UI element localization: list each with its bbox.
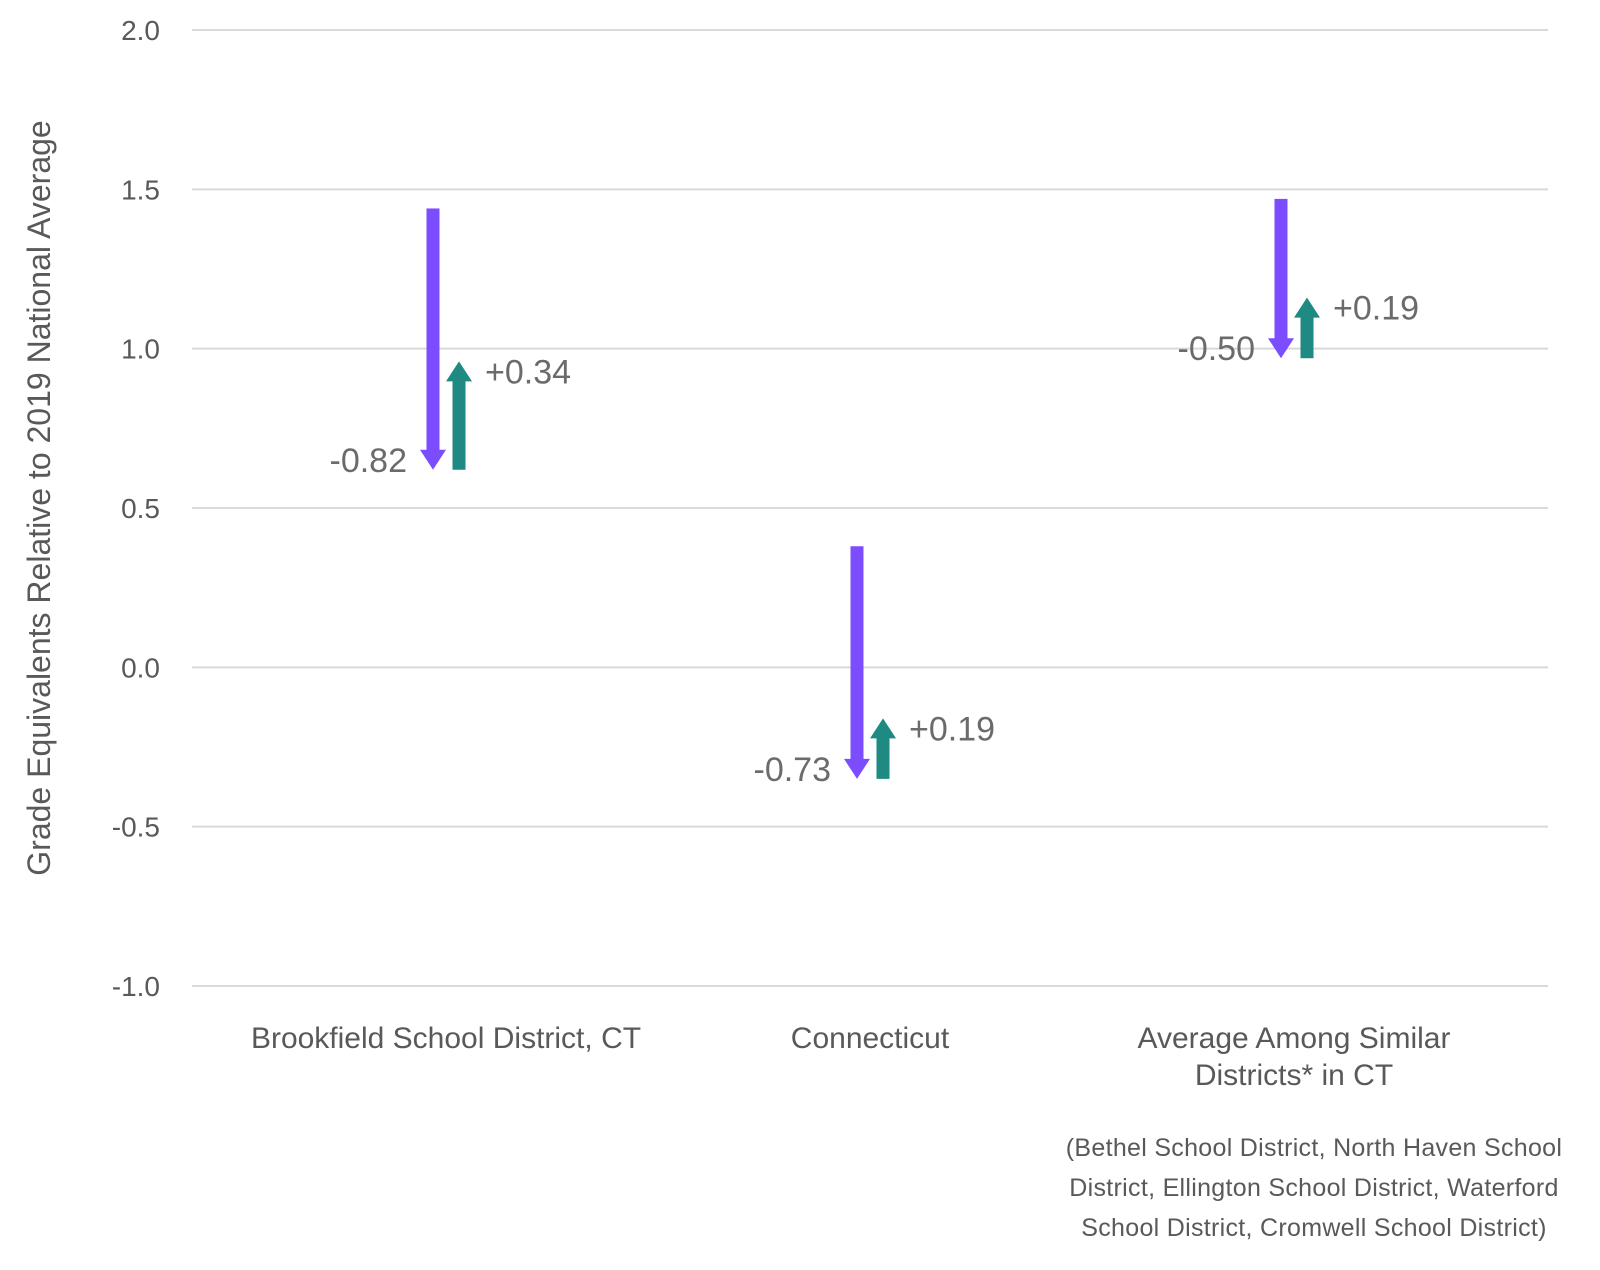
- arrow-shaft: [1274, 198, 1288, 340]
- arrow-head: [1294, 297, 1320, 318]
- y-tick-label: 0.0: [121, 652, 160, 683]
- y-tick-label: 0.5: [121, 493, 160, 524]
- y-tick-label: -1.0: [112, 971, 160, 1002]
- decline-arrow: -0.50: [1178, 198, 1294, 368]
- arrow-shaft: [850, 546, 864, 760]
- arrow-head: [870, 718, 896, 739]
- data-label: +0.19: [1333, 290, 1419, 328]
- arrow-shaft: [452, 380, 466, 470]
- decline-arrow: -0.82: [330, 208, 446, 480]
- footnote: (Bethel School District, North Haven Sch…: [1065, 1134, 1563, 1242]
- data-label: -0.73: [754, 751, 832, 789]
- arrow-shaft: [876, 737, 890, 779]
- gridlines: [192, 29, 1548, 987]
- y-axis-label: Grade Equivalents Relative to 2019 Natio…: [21, 120, 57, 875]
- decline-arrow: -0.73: [754, 546, 870, 789]
- recovery-arrow: +0.19: [1294, 290, 1419, 359]
- category-label: Brookfield School District, CT: [251, 1022, 641, 1055]
- data-label: +0.19: [909, 710, 995, 748]
- arrow-shaft: [426, 208, 440, 451]
- y-tick-label: -0.5: [112, 812, 160, 843]
- arrow-head: [1268, 338, 1294, 359]
- category-label: Average Among Similar Districts* in CT: [1138, 1022, 1451, 1092]
- x-axis-categories: Brookfield School District, CT Connecticu…: [251, 1022, 1451, 1092]
- y-tick-label: 1.5: [121, 174, 160, 205]
- y-tick-label: 2.0: [121, 15, 160, 46]
- category-label: Connecticut: [791, 1022, 950, 1055]
- arrow-head: [420, 449, 446, 470]
- y-axis-ticks: 2.0 1.5 1.0 0.5 0.0 -0.5 -1.0: [112, 15, 160, 1002]
- recovery-arrow: +0.34: [446, 353, 571, 470]
- arrows: -0.82 +0.34 -0.73 +0.19 -0.50 +0.19: [330, 198, 1419, 789]
- y-tick-label: 1.0: [121, 334, 160, 365]
- recovery-arrow: +0.19: [870, 710, 995, 779]
- arrow-head: [844, 758, 870, 779]
- data-label: +0.34: [485, 353, 571, 391]
- arrow-shaft: [1300, 316, 1314, 359]
- arrow-head: [446, 361, 472, 382]
- data-label: -0.82: [330, 442, 408, 480]
- data-label: -0.50: [1178, 330, 1256, 368]
